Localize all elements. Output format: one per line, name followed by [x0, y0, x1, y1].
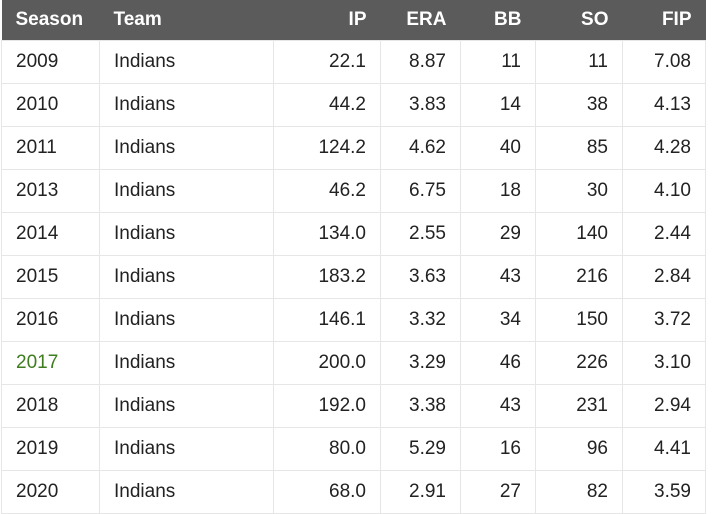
header-row: Season Team IP ERA BB SO FIP — [1, 0, 706, 40]
table-cell: 34 — [460, 297, 536, 342]
table-cell: 43 — [460, 254, 536, 299]
table-cell: 68.0 — [273, 469, 381, 514]
table-cell: 4.10 — [622, 168, 706, 213]
table-cell: 7.08 — [622, 39, 706, 84]
season-cell: 2009 — [1, 39, 100, 84]
table-cell: Indians — [99, 125, 274, 170]
table-cell: 16 — [460, 426, 536, 471]
table-cell: 8.87 — [380, 39, 461, 84]
table-cell: 40 — [460, 125, 536, 170]
season-cell: 2018 — [1, 383, 100, 428]
table-cell: Indians — [99, 254, 274, 299]
table-cell: 3.59 — [622, 469, 706, 514]
table-row: 2014 Indians 134.0 2.55 29 140 2.44 — [1, 211, 706, 256]
table-cell: 183.2 — [273, 254, 381, 299]
table-cell: 46 — [460, 340, 536, 385]
table-cell: 146.1 — [273, 297, 381, 342]
table-cell: 3.32 — [380, 297, 461, 342]
season-cell: 2020 — [1, 469, 100, 514]
table-cell: 11 — [535, 39, 623, 84]
table-cell: 30 — [535, 168, 623, 213]
table-cell: Indians — [99, 340, 274, 385]
header-cell: Season — [1, 0, 100, 40]
table-row: 2009 Indians 22.1 8.87 11 11 7.08 — [1, 39, 706, 84]
season-cell: 2010 — [1, 82, 100, 127]
table-cell: 150 — [535, 297, 623, 342]
table-cell: 200.0 — [273, 340, 381, 385]
table-body: 2009 Indians 22.1 8.87 11 11 7.08 2010 Indians 44… — [1, 39, 706, 514]
table-cell: 4.62 — [380, 125, 461, 170]
table-row: 2013 Indians 46.2 6.75 18 30 4.10 — [1, 168, 706, 213]
season-cell[interactable]: 2017 — [1, 340, 100, 385]
table-cell: 3.72 — [622, 297, 706, 342]
table-cell: Indians — [99, 297, 274, 342]
table-cell: 46.2 — [273, 168, 381, 213]
table-cell: Indians — [99, 211, 274, 256]
season-cell: 2015 — [1, 254, 100, 299]
table-cell: Indians — [99, 82, 274, 127]
header-cell: BB — [460, 0, 536, 40]
table-row: 2017 Indians 200.0 3.29 46 226 3.10 — [1, 340, 706, 385]
table-cell: Indians — [99, 168, 274, 213]
table-cell: 4.41 — [622, 426, 706, 471]
table-cell: 2.44 — [622, 211, 706, 256]
table-cell: 3.38 — [380, 383, 461, 428]
table-cell: 14 — [460, 82, 536, 127]
table-cell: Indians — [99, 469, 274, 514]
table-cell: 3.83 — [380, 82, 461, 127]
table-cell: 85 — [535, 125, 623, 170]
table-cell: 44.2 — [273, 82, 381, 127]
table-cell: Indians — [99, 39, 274, 84]
table-cell: 4.13 — [622, 82, 706, 127]
table-cell: 124.2 — [273, 125, 381, 170]
table-cell: 140 — [535, 211, 623, 256]
table-row: 2018 Indians 192.0 3.38 43 231 2.94 — [1, 383, 706, 428]
table-cell: 192.0 — [273, 383, 381, 428]
table-cell: 4.28 — [622, 125, 706, 170]
table-cell: 22.1 — [273, 39, 381, 84]
table-cell: 80.0 — [273, 426, 381, 471]
table-cell: 2.91 — [380, 469, 461, 514]
table-row: 2019 Indians 80.0 5.29 16 96 4.41 — [1, 426, 706, 471]
season-cell: 2011 — [1, 125, 100, 170]
table-cell: 96 — [535, 426, 623, 471]
table-cell: 3.63 — [380, 254, 461, 299]
table-cell: Indians — [99, 383, 274, 428]
season-cell: 2013 — [1, 168, 100, 213]
table-cell: 38 — [535, 82, 623, 127]
table-row: 2010 Indians 44.2 3.83 14 38 4.13 — [1, 82, 706, 127]
table-cell: 82 — [535, 469, 623, 514]
season-cell: 2016 — [1, 297, 100, 342]
table-cell: 11 — [460, 39, 536, 84]
table-cell: 226 — [535, 340, 623, 385]
table-cell: 2.84 — [622, 254, 706, 299]
table-cell: 6.75 — [380, 168, 461, 213]
table-cell: 231 — [535, 383, 623, 428]
table-row: 2015 Indians 183.2 3.63 43 216 2.84 — [1, 254, 706, 299]
table-cell: 2.94 — [622, 383, 706, 428]
table-cell: 18 — [460, 168, 536, 213]
table-cell: 2.55 — [380, 211, 461, 256]
table-row: 2011 Indians 124.2 4.62 40 85 4.28 — [1, 125, 706, 170]
table-row: 2016 Indians 146.1 3.32 34 150 3.72 — [1, 297, 706, 342]
table-cell: 27 — [460, 469, 536, 514]
table-cell: 5.29 — [380, 426, 461, 471]
header-cell: ERA — [380, 0, 461, 40]
table-cell: 134.0 — [273, 211, 381, 256]
table-cell: Indians — [99, 426, 274, 471]
table-cell: 216 — [535, 254, 623, 299]
header-cell: Team — [99, 0, 274, 40]
table-row: 2020 Indians 68.0 2.91 27 82 3.59 — [1, 469, 706, 514]
header-cell: SO — [535, 0, 623, 40]
table-cell: 29 — [460, 211, 536, 256]
table-cell: 3.29 — [380, 340, 461, 385]
season-cell: 2019 — [1, 426, 100, 471]
header-cell: IP — [273, 0, 381, 40]
season-cell: 2014 — [1, 211, 100, 256]
table-cell: 43 — [460, 383, 536, 428]
header-cell: FIP — [622, 0, 706, 40]
table-cell: 3.10 — [622, 340, 706, 385]
